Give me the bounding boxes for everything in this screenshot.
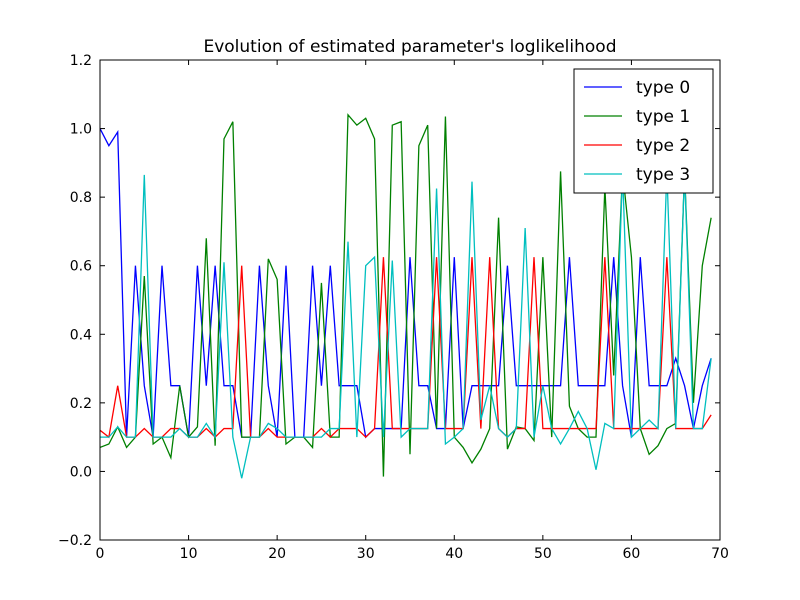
x-tick-label: 70 [711,546,729,562]
y-tick-label: 0.0 [70,464,92,480]
legend-label-type-3: type 3 [636,165,690,185]
x-tick-label: 30 [357,546,375,562]
y-tick-label: 0.2 [70,396,92,412]
y-tick-label: 0.6 [70,259,92,275]
x-tick-label: 0 [96,546,105,562]
chart-title: Evolution of estimated parameter's logli… [203,37,616,57]
series-line-type-2 [99,257,712,439]
x-tick-label: 60 [623,546,641,562]
y-tick-label: 1.2 [70,53,92,69]
y-tick-label: 0.4 [70,327,92,343]
y-tick-label: −0.2 [58,533,92,549]
plot-frame [99,59,721,541]
y-tick-label: 0.8 [70,190,92,206]
plot-lines [99,113,712,479]
x-tick-label: 40 [445,546,463,562]
series-line-type-1 [99,113,712,477]
legend: type 0 type 1 type 2 type 3 [573,68,714,194]
y-tick-label: 1.0 [70,122,92,138]
x-tick-label: 20 [268,546,286,562]
x-tick-label: 10 [180,546,198,562]
x-tick-label: 50 [534,546,552,562]
series-line-type-3 [100,171,712,479]
legend-label-type-0: type 0 [636,78,690,98]
legend-box [573,68,714,194]
legend-label-type-2: type 2 [636,136,690,156]
legend-label-type-1: type 1 [636,107,690,127]
x-axis: 0 10 20 30 40 50 60 70 [96,60,729,562]
y-axis: −0.2 0.0 0.2 0.4 0.6 0.8 1.0 1.2 [58,53,720,549]
